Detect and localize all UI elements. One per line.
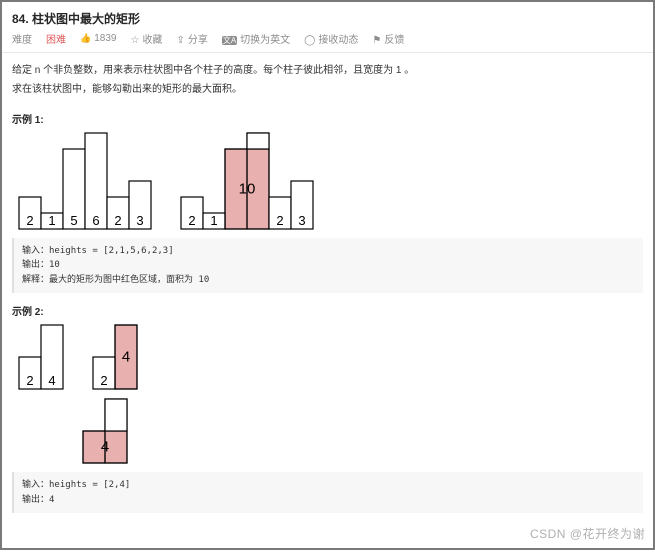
- separator: [2, 52, 653, 53]
- difficulty-label: 难度: [12, 31, 32, 46]
- report-button[interactable]: 反馈: [372, 31, 404, 46]
- svg-text:1: 1: [210, 213, 217, 228]
- histogram-plain: 24: [18, 324, 64, 390]
- example1-io: 输入：heights = [2,1,5,6,2,3] 输出：10 解释：最大的矩…: [12, 238, 643, 293]
- svg-text:2: 2: [114, 213, 121, 228]
- svg-text:4: 4: [48, 373, 55, 388]
- histogram-highlight: 212310: [180, 132, 314, 230]
- like-button[interactable]: 1839: [80, 33, 116, 44]
- histogram-highlight-b: 4: [82, 398, 128, 464]
- svg-text:10: 10: [239, 181, 256, 198]
- meta-bar: 难度 困难 1839 收藏 分享 切换为英文 接收动态 反馈: [12, 31, 643, 46]
- switch-lang-button[interactable]: 切换为英文: [222, 31, 290, 46]
- share-button[interactable]: 分享: [176, 31, 207, 46]
- svg-text:6: 6: [92, 213, 99, 228]
- example1-charts: 215623 212310: [18, 132, 643, 230]
- svg-text:2: 2: [26, 373, 33, 388]
- svg-text:1: 1: [48, 213, 55, 228]
- watermark: CSDN @花开终为谢: [530, 525, 645, 542]
- svg-text:3: 3: [136, 213, 143, 228]
- svg-text:5: 5: [70, 213, 77, 228]
- svg-text:4: 4: [122, 349, 130, 366]
- example2-charts-bottom: 4: [82, 398, 643, 464]
- desc-line: 给定 n 个非负整数，用来表示柱状图中各个柱子的高度。每个柱子彼此相邻，且宽度为…: [12, 61, 643, 80]
- example-label: 示例 1:: [12, 111, 643, 126]
- example2-charts-top: 24 24: [18, 324, 643, 390]
- svg-text:2: 2: [188, 213, 195, 228]
- example-label: 示例 2:: [12, 303, 643, 318]
- desc-line: 求在该柱状图中，能够勾勒出来的矩形的最大面积。: [12, 80, 643, 99]
- svg-text:3: 3: [298, 213, 305, 228]
- problem-description: 给定 n 个非负整数，用来表示柱状图中各个柱子的高度。每个柱子彼此相邻，且宽度为…: [12, 61, 643, 99]
- difficulty-value: 困难: [46, 31, 66, 46]
- svg-text:4: 4: [101, 439, 109, 456]
- favorite-button[interactable]: 收藏: [130, 31, 162, 46]
- histogram-highlight: 24: [92, 324, 138, 390]
- svg-text:2: 2: [100, 373, 107, 388]
- example2-io: 输入：heights = [2,4] 输出：4: [12, 472, 643, 513]
- svg-text:2: 2: [276, 213, 283, 228]
- problem-page: 84. 柱状图中最大的矩形 难度 困难 1839 收藏 分享 切换为英文 接收动…: [0, 0, 655, 550]
- svg-text:2: 2: [26, 213, 33, 228]
- histogram-plain: 215623: [18, 132, 152, 230]
- problem-title: 84. 柱状图中最大的矩形: [12, 10, 643, 27]
- subscribe-button[interactable]: 接收动态: [304, 31, 358, 46]
